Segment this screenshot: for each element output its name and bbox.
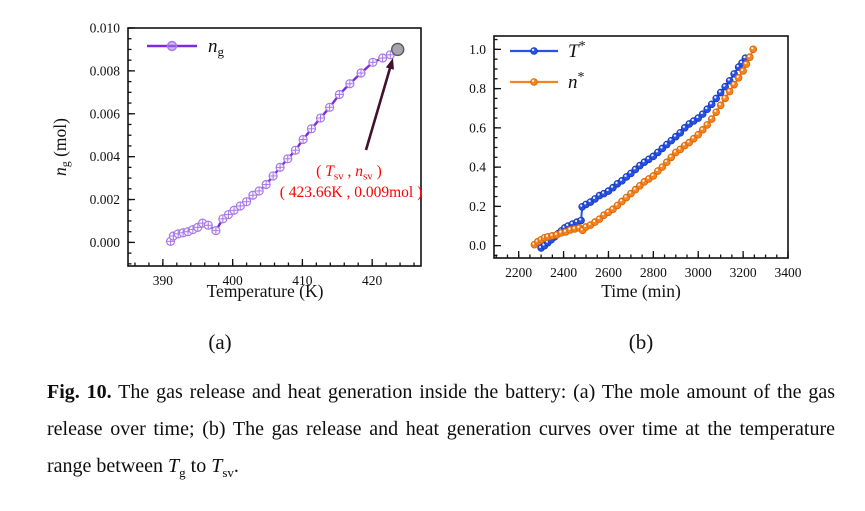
legend-label-n-star: n* <box>568 70 585 93</box>
series-t-star <box>537 54 750 252</box>
svg-text:0.0: 0.0 <box>469 238 486 253</box>
caption-body: The gas release and heat generation insi… <box>47 381 836 477</box>
svg-text:420: 420 <box>362 273 383 288</box>
svg-text:0.006: 0.006 <box>90 106 121 121</box>
svg-text:400: 400 <box>223 273 244 288</box>
svg-text:0.008: 0.008 <box>90 63 121 78</box>
caption-sub-g: g <box>179 465 186 480</box>
svg-text:0.002: 0.002 <box>90 192 120 207</box>
axis-ticks-a <box>128 27 415 266</box>
svg-text:2800: 2800 <box>640 265 667 280</box>
caption-mid: to <box>185 455 212 477</box>
caption-fig-number: Fig. 10. <box>47 381 112 403</box>
annotation-arrow <box>364 58 394 151</box>
chart-gas-release-vs-temperature: 390 400 410 420 0.000 0.002 0.004 0.006 0.008 0.0… <box>50 21 423 302</box>
svg-text:410: 410 <box>292 273 313 288</box>
series-ng-markers <box>165 50 395 246</box>
x-axis-label-a: Temperature (K) <box>207 281 324 301</box>
x-axis-label-b: Time (min) <box>601 281 681 301</box>
caption-var-tsv: T <box>211 455 223 477</box>
svg-text:3000: 3000 <box>685 265 712 280</box>
axis-tick-labels-a: 390 400 410 420 0.000 0.002 0.004 0.006 0.008 0.0… <box>90 21 383 289</box>
safety-vent-endpoint <box>390 42 405 57</box>
svg-text:0.000: 0.000 <box>90 235 121 250</box>
annotation-tsv-nsv: ( Tsv , nsv ) <box>316 163 382 183</box>
caption-end: . <box>233 455 239 477</box>
legend-a: ng <box>147 36 225 59</box>
svg-text:1.0: 1.0 <box>469 42 486 57</box>
subplot-label-a: (a) <box>208 330 232 354</box>
subplot-label-b: (b) <box>628 330 654 354</box>
svg-text:0.004: 0.004 <box>90 149 121 164</box>
axis-ticks-b <box>494 38 789 258</box>
axis-tick-labels-b: 2200 2400 2600 2800 3000 3200 3400 0.0 0.2 0.4 0.6… <box>469 42 802 280</box>
y-axis-label-a: ng (mol) <box>50 118 72 176</box>
series-n-star <box>530 45 758 249</box>
svg-text:2200: 2200 <box>505 265 532 280</box>
svg-text:0.010: 0.010 <box>90 21 121 36</box>
svg-text:390: 390 <box>153 273 174 288</box>
svg-text:0.6: 0.6 <box>469 120 486 135</box>
annotation-coordinates: ( 423.66K , 0.009mol ) <box>280 184 423 201</box>
svg-text:3400: 3400 <box>775 265 802 280</box>
chart-dimensionless-curves-vs-time: 2200 2400 2600 2800 3000 3200 3400 0.0 0.2 0.4 0.6… <box>469 35 802 301</box>
markers <box>530 45 758 249</box>
caption-var-tg: T <box>168 455 180 477</box>
caption-sub-sv: sv <box>222 465 234 480</box>
svg-text:3200: 3200 <box>730 265 757 280</box>
svg-text:0.2: 0.2 <box>469 199 486 214</box>
legend-label-ng: ng <box>208 36 225 59</box>
legend-label-t-star: T* <box>568 39 586 62</box>
series-ng <box>165 42 405 246</box>
svg-text:0.4: 0.4 <box>469 160 486 175</box>
svg-text:2600: 2600 <box>595 265 622 280</box>
svg-text:2400: 2400 <box>550 265 577 280</box>
legend-b: T* n* <box>510 39 586 93</box>
svg-text:0.8: 0.8 <box>469 81 486 96</box>
markers <box>537 54 750 252</box>
series-ng-line <box>169 53 391 242</box>
figure-caption: Fig. 10. The gas release and heat genera… <box>47 374 835 491</box>
